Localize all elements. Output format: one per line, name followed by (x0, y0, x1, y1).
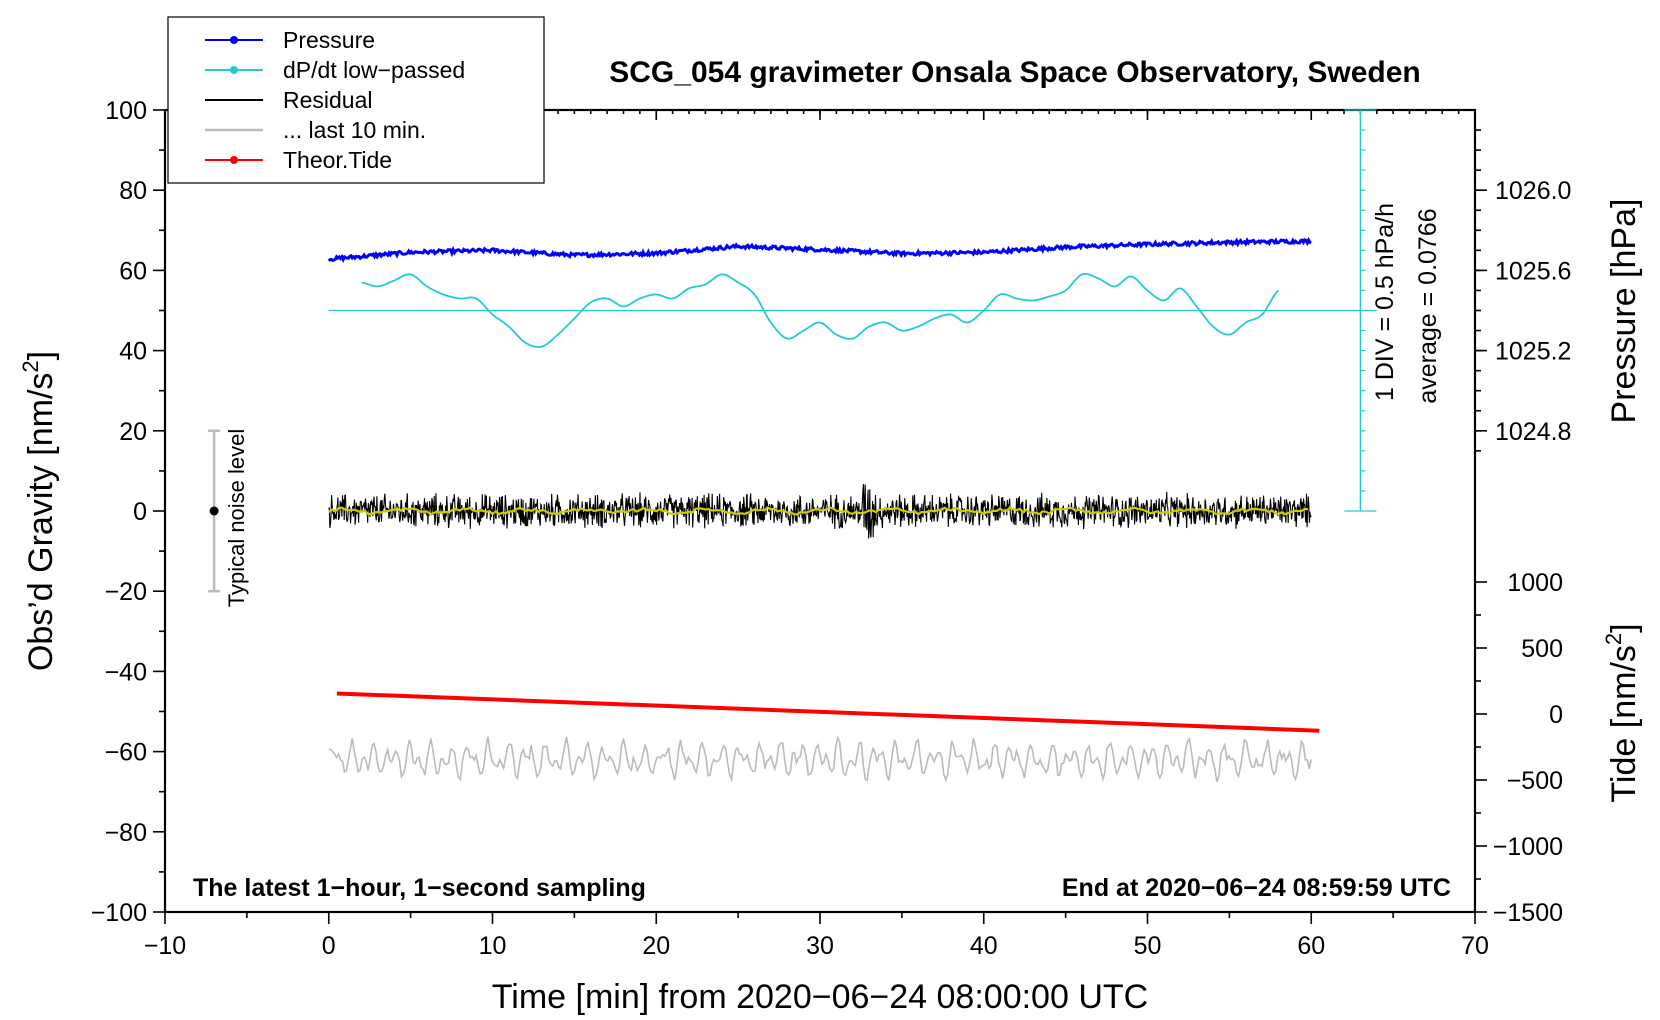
dpdt-scale-bar (1344, 109, 1377, 512)
annotation-left: The latest 1−hour, 1−second sampling (193, 874, 646, 902)
y-tick-label: −20 (105, 578, 147, 606)
legend-marker-1 (230, 66, 238, 74)
x-tick-label: 10 (479, 932, 507, 960)
noise-bar-label: Typical noise level (224, 429, 249, 608)
legend-marker-4 (230, 156, 238, 164)
y-tick-label: −80 (105, 819, 147, 847)
y-tick-label: 100 (105, 97, 147, 125)
y-tick-label: 80 (119, 177, 147, 205)
y-axis-title: Obs’d Gravity [nm/s2] (18, 351, 60, 671)
noise-bar-point (209, 506, 219, 516)
series-residual-smoothed (328, 506, 1309, 516)
x-tick-label: 0 (322, 932, 336, 960)
y-tick-label: 0 (133, 498, 147, 526)
x-tick-label: −10 (144, 932, 186, 960)
tide-tick-label: −1000 (1493, 833, 1563, 861)
y-tick-label: −40 (105, 658, 147, 686)
legend-label-2: Residual (283, 87, 373, 113)
legend-label-0: Pressure (283, 27, 375, 53)
y-axis-title-main: Obs’d Gravity [nm/s (22, 373, 60, 672)
tide-tick-label: −500 (1507, 767, 1563, 795)
tide-tick-label: 1000 (1507, 569, 1563, 597)
x-tick-label: 50 (1134, 932, 1162, 960)
plot-frame (163, 108, 1477, 914)
axis-ticks: −10 0 10 20 30 40 50 60 70100806040200−20−40−60−… (91, 97, 1572, 960)
tide-axis-title-close: ] (1605, 623, 1643, 632)
plot-area (327, 236, 1377, 783)
typical-noise-bar (208, 429, 221, 593)
pressure-axis-title: Pressure [hPa] (1605, 199, 1643, 424)
tide-axis-title-main: Tide [nm/s (1605, 645, 1643, 802)
x-axis-title: Time [min] from 2020−06−24 08:00:00 UTC (492, 978, 1148, 1016)
x-tick-label: 70 (1461, 932, 1489, 960)
x-tick-label: 30 (806, 932, 834, 960)
tide-axis-title: Tide [nm/s2] (1601, 623, 1643, 802)
y-axis-title-sup: 2 (18, 360, 43, 372)
y-tick-label: 20 (119, 418, 147, 446)
dpdt-scale-text: 1 DIV = 0.5 hPa/h (1371, 203, 1399, 401)
pressure-tick-label: 1026.0 (1495, 177, 1571, 205)
x-tick-label: 60 (1297, 932, 1325, 960)
x-tick-label: 20 (642, 932, 670, 960)
y-tick-label: −60 (105, 739, 147, 767)
tide-tick-label: −1500 (1493, 899, 1563, 927)
tide-tick-label: 500 (1521, 635, 1563, 663)
tide-tick-label: 0 (1549, 701, 1563, 729)
pressure-tick-label: 1025.6 (1495, 257, 1571, 285)
annotation-right: End at 2020−06−24 08:59:59 UTC (1062, 874, 1451, 902)
legend: Pressure dP/dt low−passed Residual ... last… (205, 27, 465, 173)
tide-axis-title-sup: 2 (1601, 633, 1626, 645)
series-dpdt-low-passed (361, 272, 1280, 348)
legend-marker-0 (230, 36, 238, 44)
series-pressure (327, 236, 1312, 263)
legend-label-4: Theor.Tide (283, 147, 392, 173)
legend-label-1: dP/dt low−passed (283, 57, 465, 83)
series-theor-tide (336, 691, 1320, 733)
dpdt-average-text: average = 0.0766 (1414, 208, 1442, 403)
y-tick-label: 40 (119, 338, 147, 366)
y-axis-title-close: ] (22, 351, 60, 360)
y-tick-label: −100 (91, 899, 147, 927)
pressure-tick-label: 1024.8 (1495, 418, 1571, 446)
y-tick-label: 60 (119, 257, 147, 285)
series-last-10-min (328, 735, 1312, 783)
legend-label-3: ... last 10 min. (283, 117, 426, 143)
x-tick-label: 40 (970, 932, 998, 960)
chart-title: SCG_054 gravimeter Onsala Space Observat… (609, 56, 1421, 89)
pressure-tick-label: 1025.2 (1495, 338, 1571, 366)
